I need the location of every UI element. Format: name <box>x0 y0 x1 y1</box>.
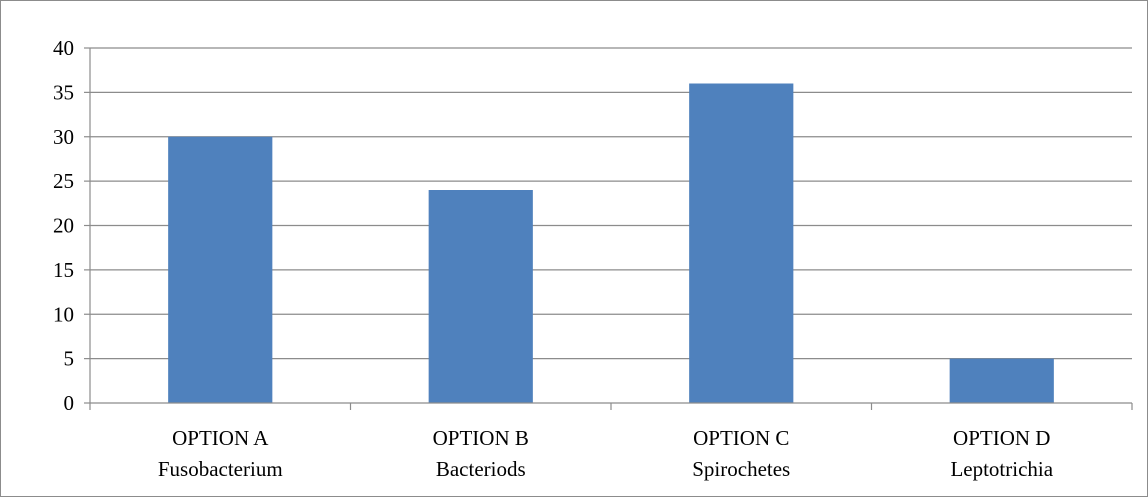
x-category-label-3-line1: OPTION C <box>693 426 789 450</box>
y-tick-label-5: 5 <box>64 347 75 371</box>
y-tick-label-30: 30 <box>53 125 74 149</box>
y-tick-label-40: 40 <box>53 36 74 60</box>
x-category-label-2-line1: OPTION B <box>433 426 529 450</box>
y-tick-label-15: 15 <box>53 258 74 282</box>
y-tick-label-10: 10 <box>53 302 74 326</box>
x-category-label-4-line2: Leptotrichia <box>950 457 1053 481</box>
bars <box>168 83 1054 403</box>
x-category-label-3-line2: Spirochetes <box>692 457 790 481</box>
bar-3 <box>689 83 794 403</box>
bar-2 <box>428 190 533 403</box>
x-category-label-4-line1: OPTION D <box>953 426 1050 450</box>
y-tick-label-35: 35 <box>53 80 74 104</box>
y-tick-labels: 0 5 10 15 20 25 30 35 40 <box>53 36 74 415</box>
x-category-labels: OPTION A Fusobacterium OPTION B Bacteriods O… <box>158 426 1054 481</box>
x-category-label-2-line2: Bacteriods <box>436 457 526 481</box>
y-tick-label-20: 20 <box>53 214 74 238</box>
y-tick-label-25: 25 <box>53 169 74 193</box>
axes <box>84 47 1133 410</box>
bar-4 <box>949 358 1054 403</box>
x-category-label-1-line2: Fusobacterium <box>158 457 283 481</box>
y-tick-label-0: 0 <box>64 391 75 415</box>
bar-1 <box>168 136 273 403</box>
x-category-label-1-line1: OPTION A <box>172 426 269 450</box>
